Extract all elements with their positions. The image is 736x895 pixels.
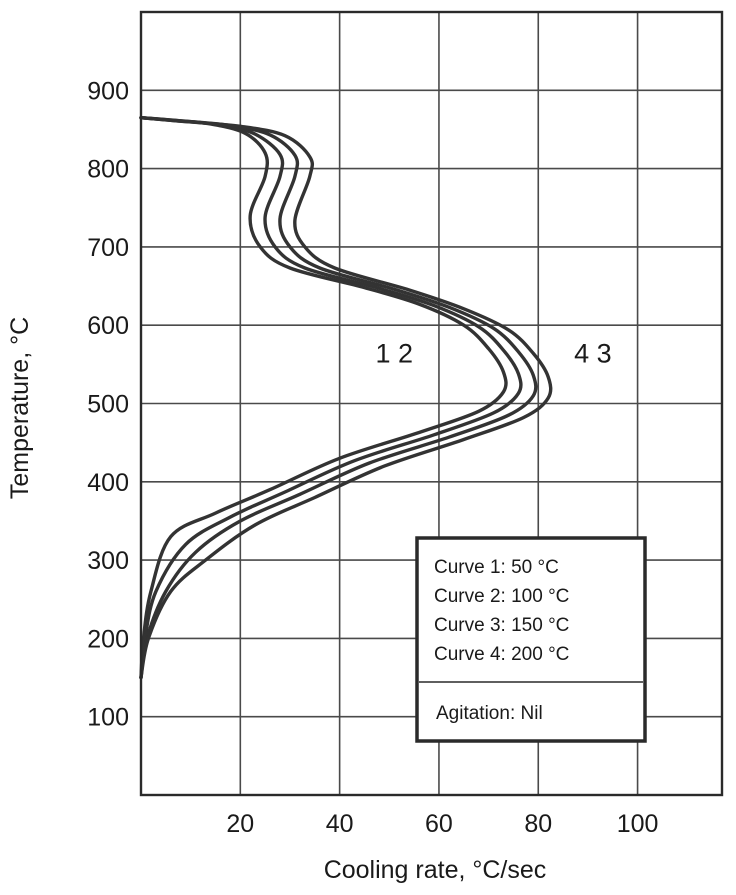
y-tick-label: 800 bbox=[87, 156, 129, 184]
curves bbox=[139, 116, 553, 680]
y-tick-label: 100 bbox=[87, 704, 129, 732]
y-tick-label: 200 bbox=[87, 625, 129, 653]
x-tick-label: 100 bbox=[617, 810, 659, 838]
y-tick-label: 700 bbox=[87, 234, 129, 262]
y-tick-label: 300 bbox=[87, 547, 129, 575]
x-tick-labels: 20 40 60 80 100 bbox=[226, 810, 658, 838]
legend-entry-curve-2: Curve 2: 100 °C bbox=[434, 586, 569, 607]
x-tick-label: 40 bbox=[326, 810, 354, 838]
y-tick-label: 400 bbox=[87, 469, 129, 497]
plot-frame bbox=[139, 10, 724, 797]
curve-2-line bbox=[139, 116, 523, 680]
curve-number-label: 1 2 bbox=[375, 339, 413, 369]
legend-agitation-note: Agitation: Nil bbox=[436, 703, 543, 724]
curve-1-line bbox=[139, 116, 508, 680]
x-tick-label: 80 bbox=[524, 810, 552, 838]
y-tick-labels: 100 200 300 400 500 600 700 800 900 bbox=[87, 77, 129, 731]
legend-frame bbox=[415, 536, 647, 743]
legend-entry-curve-1: Curve 1: 50 °C bbox=[434, 557, 559, 578]
curve-number-label: 4 3 bbox=[574, 339, 612, 369]
x-tick-label: 60 bbox=[425, 810, 453, 838]
legend-box: Curve 1: 50 °C Curve 2: 100 °C Curve 3: … bbox=[415, 536, 647, 743]
x-tick-label: 20 bbox=[226, 810, 254, 838]
curve-labels: 1 2 4 3 bbox=[375, 339, 611, 369]
legend-entry-curve-4: Curve 4: 200 °C bbox=[434, 644, 569, 665]
x-axis-title: Cooling rate, °C/sec bbox=[324, 856, 547, 884]
legend-entry-curve-3: Curve 3: 150 °C bbox=[434, 615, 569, 636]
y-axis-title: Temperature, °C bbox=[6, 317, 34, 499]
y-tick-label: 600 bbox=[87, 312, 129, 340]
curve-4-line bbox=[139, 116, 553, 680]
y-tick-label: 900 bbox=[87, 77, 129, 105]
y-tick-label: 500 bbox=[87, 391, 129, 419]
curve-3-line bbox=[139, 116, 538, 680]
